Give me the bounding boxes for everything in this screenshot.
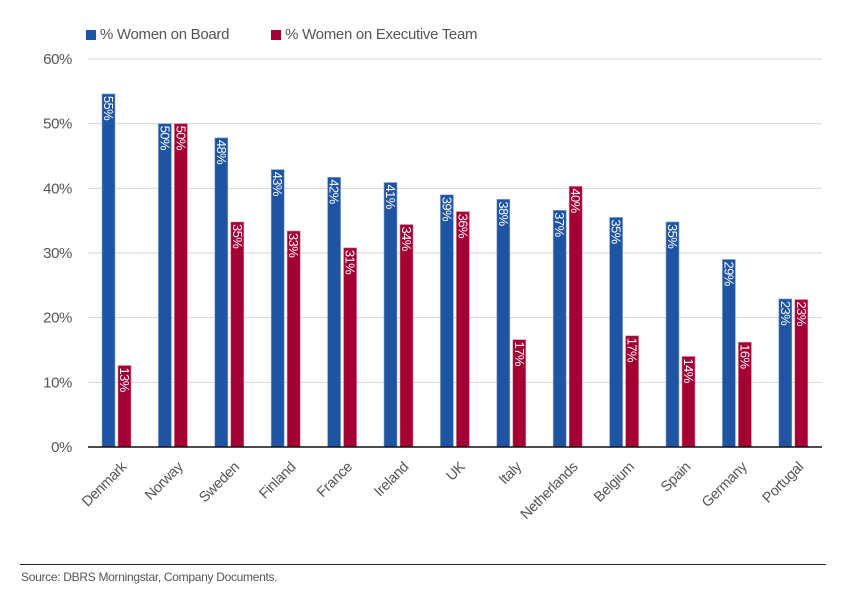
bar-executive xyxy=(174,123,188,448)
y-tick-label: 50% xyxy=(43,116,72,133)
legend-item-executive: % Women on Executive Team xyxy=(271,26,478,43)
x-tick-label: Italy xyxy=(496,458,526,488)
data-label-executive: 35% xyxy=(230,224,245,249)
data-label-board: 43% xyxy=(270,172,285,197)
data-label-executive: 17% xyxy=(512,342,527,367)
x-tick-label: Ireland xyxy=(371,459,412,500)
data-label-board: 35% xyxy=(609,219,624,244)
data-label-executive: 34% xyxy=(399,227,414,252)
x-axis-ticks: Denmark Norway Sweden Finland France Ireland U… xyxy=(79,458,807,522)
data-label-board: 50% xyxy=(157,126,172,151)
bar-board xyxy=(214,137,229,448)
data-label-executive: 13% xyxy=(117,368,132,393)
x-tick-label: UK xyxy=(444,459,470,485)
legend-label-board: % Women on Board xyxy=(100,26,230,43)
bars xyxy=(101,93,809,448)
data-label-board: 37% xyxy=(552,212,567,237)
data-label-board: 23% xyxy=(778,301,793,326)
y-axis-ticks: 0% 10% 20% 30% 40% 50% 60% xyxy=(43,51,72,456)
y-tick-label: 10% xyxy=(43,374,72,391)
data-label-board: 48% xyxy=(214,140,229,165)
x-tick-label: Germany xyxy=(699,458,751,510)
bar-board xyxy=(383,182,398,448)
bar-board xyxy=(101,93,116,448)
y-tick-label: 20% xyxy=(43,310,72,327)
x-tick-label: Sweden xyxy=(196,459,243,506)
bar-data-labels: 55% 50% 48% 43% 42% 41% 39% 38% 37% 35% 35% 29% 23% 1… xyxy=(101,96,809,393)
x-tick-label: Denmark xyxy=(79,458,131,510)
data-label-board: 41% xyxy=(383,185,398,210)
y-tick-label: 60% xyxy=(43,51,72,68)
bar-executive xyxy=(286,230,301,448)
y-tick-label: 30% xyxy=(43,245,72,262)
x-tick-label: Norway xyxy=(142,458,187,503)
data-label-board: 55% xyxy=(101,96,116,121)
legend-label-executive: % Women on Executive Team xyxy=(285,26,478,43)
data-label-board: 39% xyxy=(439,197,454,222)
x-tick-label: France xyxy=(314,459,356,501)
y-tick-label: 0% xyxy=(51,439,72,456)
bar-board xyxy=(665,221,680,448)
x-tick-label: Spain xyxy=(658,459,694,495)
source-divider xyxy=(20,564,826,565)
data-label-executive: 33% xyxy=(286,233,301,258)
data-label-executive: 36% xyxy=(455,214,470,239)
data-label-executive: 50% xyxy=(173,126,188,151)
bar-board xyxy=(158,123,172,448)
y-tick-label: 40% xyxy=(43,180,72,197)
bar-executive xyxy=(568,186,583,448)
bar-board xyxy=(552,210,567,448)
data-label-board: 38% xyxy=(496,201,511,226)
bar-board xyxy=(496,199,511,448)
data-label-executive: 31% xyxy=(343,250,358,275)
bar-board xyxy=(440,194,454,448)
x-tick-label: Finland xyxy=(256,459,299,502)
legend-swatch-board xyxy=(86,29,96,40)
data-label-board: 29% xyxy=(721,261,736,286)
bar-executive xyxy=(399,224,414,448)
data-label-executive: 14% xyxy=(681,358,696,383)
data-label-board: 35% xyxy=(665,224,680,249)
data-label-executive: 23% xyxy=(794,302,809,327)
legend-item-board: % Women on Board xyxy=(86,26,229,43)
data-label-board: 42% xyxy=(327,179,342,204)
bar-executive xyxy=(343,247,357,448)
bar-executive xyxy=(230,221,245,448)
x-tick-label: Portugal xyxy=(760,459,807,506)
bar-board xyxy=(609,217,623,448)
data-label-executive: 40% xyxy=(568,188,583,213)
bar-board xyxy=(722,259,736,448)
source-note: Source: DBRS Morningstar, Company Docume… xyxy=(21,570,278,584)
bar-board xyxy=(270,169,285,448)
data-label-executive: 16% xyxy=(737,344,752,369)
chart-legend: % Women on Board % Women on Executive Te… xyxy=(86,26,519,43)
x-tick-label: Belgium xyxy=(591,459,638,506)
legend-swatch-executive xyxy=(271,29,282,40)
data-label-executive: 17% xyxy=(625,338,640,363)
x-tick-label: Netherlands xyxy=(518,459,582,523)
bar-board xyxy=(327,177,341,448)
bar-executive xyxy=(456,211,470,448)
gridlines xyxy=(88,58,822,383)
